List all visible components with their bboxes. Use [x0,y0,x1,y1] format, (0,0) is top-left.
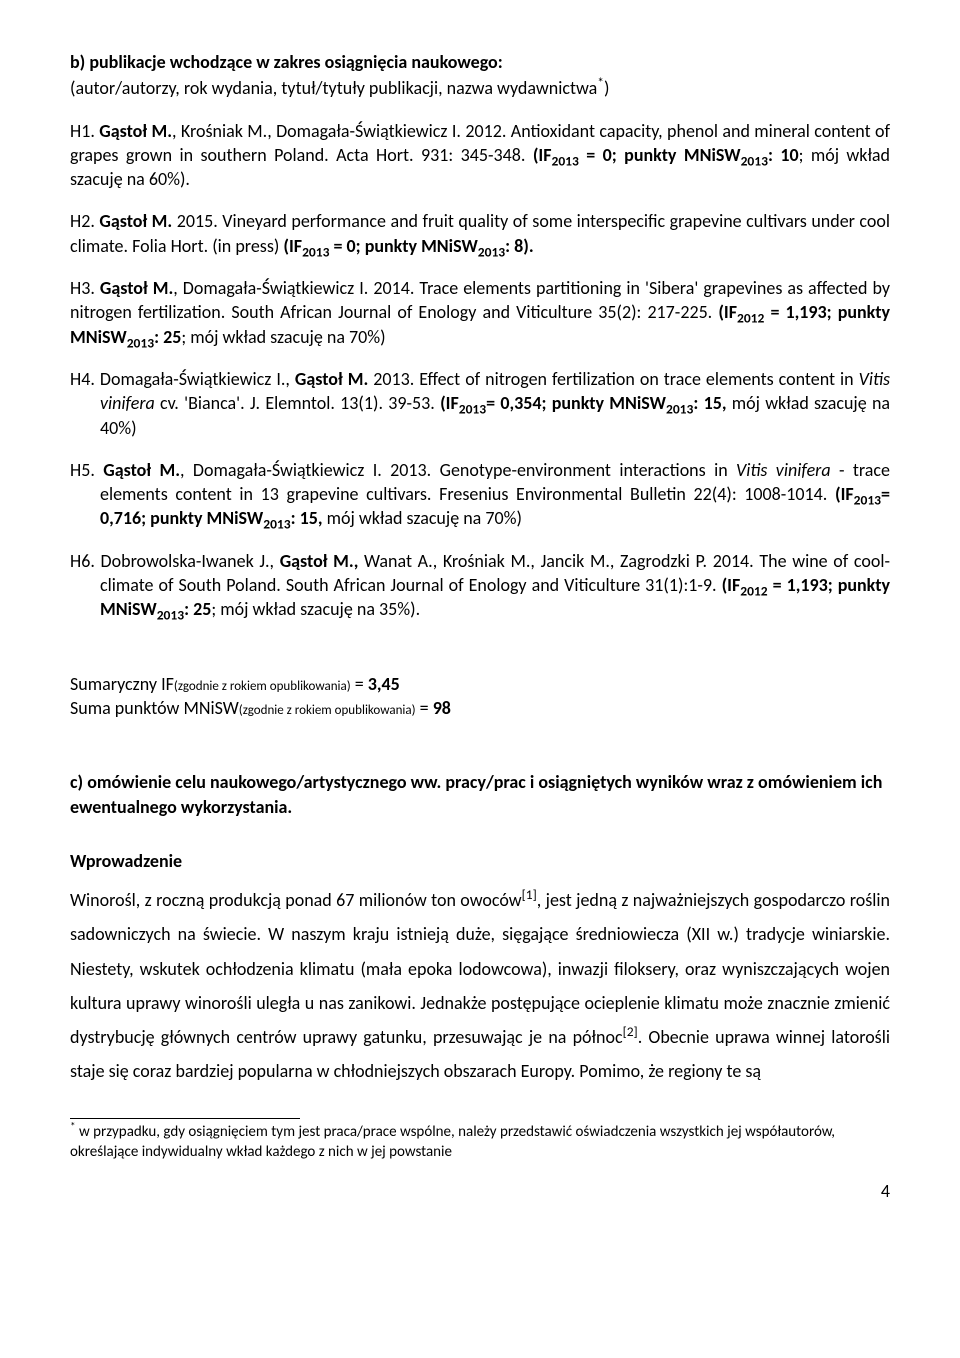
sum-mn-eq: = [416,697,433,719]
h6-label: H6. [70,550,101,572]
h1-authors: Gąstoł M. [99,120,172,142]
h2-if-part: (IF [283,235,302,257]
summary-mn-line: Suma punktów MNiSW(zgodnie z rokiem opub… [70,696,890,720]
h6-if-sub: 2012 [740,583,767,600]
sub-post: ) [604,77,609,99]
intro-sup2: [2] [623,1023,638,1040]
h5-italic: Vitis vinifera [736,459,831,481]
h6-mn-sub: 2013 [157,607,184,624]
h4-mn-rest: : 15, [693,392,726,414]
h4-if: (IF2013= 0,354; punkty MNiSW2013: 15, [440,392,726,414]
footnote-text: * w przypadku, gdy osiągnięciem tym jest… [70,1123,890,1162]
intro-paragraph: Winorośl, z roczną produkcją ponad 67 mi… [70,883,890,1088]
entry-h3: H3. Gąstoł M., Domagała-Świątkiewicz I. … [70,276,890,349]
h4-pre: Domagała-Świątkiewicz I., [100,368,295,390]
h3-authors: Gąstoł M. [100,277,173,299]
h3-label: H3. [70,277,100,299]
entry-h4: H4. Domagała-Świątkiewicz I., Gąstoł M. … [70,367,890,440]
sum-if-val: 3,45 [368,673,400,695]
h1-if-part: (IF [533,144,552,166]
h5-authors: Gąstoł M. [103,459,180,481]
h1-if-rest: = 0; punkty MNiSW [579,144,741,166]
h6-mn-rest: : 25 [184,598,211,620]
intro-heading: Wprowadzenie [70,849,890,873]
section-c-heading: c) omówienie celu naukowego/artystyczneg… [70,770,890,819]
h5-mn-rest: : 15, [291,507,323,529]
h5-if-sub: 2013 [854,492,881,509]
h4-if-sub: 2013 [459,401,486,418]
footnote-body: w przypadku, gdy osiągnięciem tym jest p… [70,1123,835,1161]
h2-if-rest: = 0; punkty MNiSW [329,235,477,257]
h4-mn-sub: 2013 [666,401,693,418]
h5-mn-sub: 2013 [263,516,290,533]
intro-p1a: Winorośl, z roczną produkcją ponad 67 mi… [70,889,522,911]
sum-if-pre: Sumaryczny IF [70,673,174,695]
entry-h2: H2. Gąstoł M. 2015. Vineyard performance… [70,209,890,258]
sum-mn-pre: Suma punktów MNiSW [70,697,239,719]
document-page: b) publikacje wchodzące w zakres osiągni… [0,0,960,1242]
h1-mn-sub: 2013 [741,152,768,169]
sum-if-eq: = [351,673,368,695]
h2-if: (IF2013 = 0; punkty MNiSW2013: 8). [283,235,533,257]
intro-p1b: , jest jedną z najważniejszych gospodarc… [70,889,890,1048]
h6-pre: Dobrowolska-Iwanek J., [101,550,280,572]
h2-authors: Gąstoł M. [99,210,172,232]
sum-if-small: (zgodnie z rokiem opublikowania) [174,679,351,694]
footnote-separator [70,1118,300,1119]
h5-if-part: (IF [835,483,854,505]
h1-if: (IF2013 = 0; punkty MNiSW2013: 10 [533,144,799,166]
h2-mn-sub: 2013 [478,243,505,260]
h4-rest2: cv. 'Bianca'. J. Elemntol. 13(1). 39-53. [155,392,440,414]
asterisk-ref: * [597,74,604,91]
h5-label: H5. [70,459,103,481]
section-b-heading: b) publikacje wchodzące w zakres osiągni… [70,50,890,74]
h2-if-sub: 2013 [302,243,329,260]
h6-if-part: (IF [722,574,741,596]
h1-if-sub: 2013 [551,152,578,169]
h1-mn-rest: : 10 [768,144,799,166]
sum-mn-small: (zgodnie z rokiem opublikowania) [239,703,416,718]
summary-block: Sumaryczny IF(zgodnie z rokiem opublikow… [70,672,890,721]
h4-authors: Gąstoł M. [295,368,368,390]
h3-mn-sub: 2013 [127,334,154,351]
h4-label: H4. [70,368,100,390]
entry-h5: H5. Gąstoł M., Domagała-Świątkiewicz I. … [70,458,890,531]
page-number: 4 [70,1180,890,1202]
h4-if-part: (IF [440,392,459,414]
h2-mn-rest: : 8). [505,235,534,257]
h1-label: H1. [70,120,99,142]
section-b-sub: (autor/autorzy, rok wydania, tytuł/tytuł… [70,76,890,100]
h3-mn-rest: : 25 [154,326,181,348]
h4-if-rest: = 0,354; punkty MNiSW [486,392,666,414]
h3-tail: ; mój wkład szacuję na 70%) [181,326,385,348]
sum-mn-val: 98 [433,697,451,719]
h3-if-sub: 2012 [737,310,764,327]
h6-authors: Gąstoł M., [280,550,359,572]
summary-if-line: Sumaryczny IF(zgodnie z rokiem opublikow… [70,672,890,696]
entry-h6: H6. Dobrowolska-Iwanek J., Gąstoł M., Wa… [70,549,890,622]
entry-h1: H1. Gąstoł M., Krośniak M., Domagała-Świ… [70,119,890,192]
h5-tail: mój wkład szacuję na 70%) [323,507,522,529]
h5-rest1: , Domagała-Świątkiewicz I. 2013. Genotyp… [180,459,736,481]
h6-tail: ; mój wkład szacuję na 35%). [211,598,420,620]
h2-label: H2. [70,210,99,232]
h3-if-part: (IF [718,301,737,323]
h4-rest1: 2013. Effect of nitrogen fertilization o… [368,368,858,390]
sub-pre: (autor/autorzy, rok wydania, tytuł/tytuł… [70,77,597,99]
intro-sup1: [1] [522,886,537,903]
